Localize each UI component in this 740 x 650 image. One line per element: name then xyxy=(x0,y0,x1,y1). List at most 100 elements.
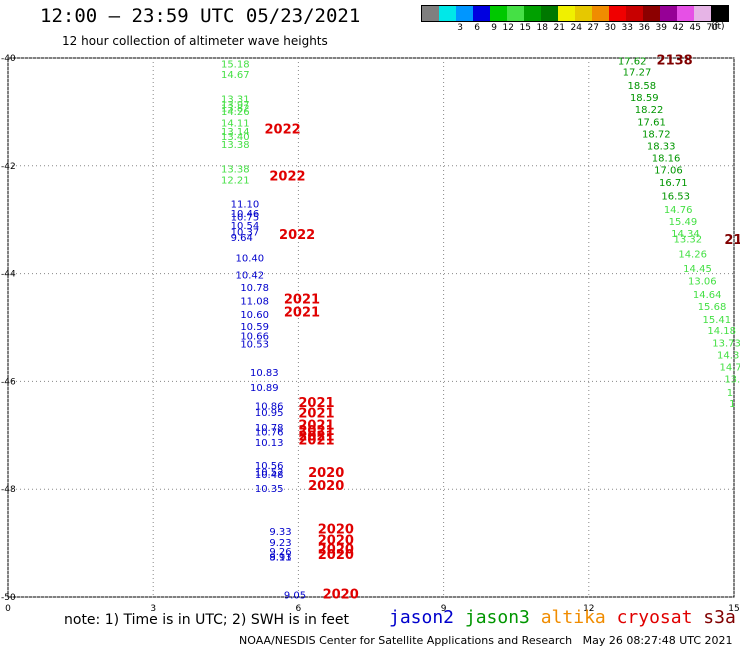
data-label: 14.26 xyxy=(678,250,707,261)
satellite-label: jason2 xyxy=(389,607,465,628)
legend-swatch xyxy=(422,6,439,21)
data-label: 17.61 xyxy=(637,118,666,129)
data-label: 10.42 xyxy=(235,271,264,282)
legend-swatch xyxy=(677,6,694,21)
data-label: 11.10 xyxy=(231,200,260,211)
legend-tick-label: 70 xyxy=(706,23,718,33)
data-label: 10.46 xyxy=(231,209,260,220)
legend-swatch xyxy=(711,6,728,21)
satellite-label: altika xyxy=(540,607,617,628)
data-label: 17.62 xyxy=(618,57,647,68)
data-label: 9.26 xyxy=(269,547,291,558)
y-tick-label: -40 xyxy=(1,54,16,64)
data-label: 14.45 xyxy=(683,264,712,275)
data-label: 10.53 xyxy=(240,340,269,351)
data-label: 10.60 xyxy=(240,310,269,321)
legend-swatch xyxy=(524,6,541,21)
data-label: 10.89 xyxy=(250,383,279,394)
chart-subtitle: 12 hour collection of altimeter wave hei… xyxy=(62,34,328,48)
data-label: 14.76 xyxy=(664,205,693,216)
legend-swatch xyxy=(456,6,473,21)
data-label: 14.67 xyxy=(221,70,250,81)
legend-tick-label: 21 xyxy=(553,23,565,33)
x-tick-label: 12 xyxy=(583,604,594,614)
satellite-label: s3a xyxy=(703,607,736,628)
data-label: 13. xyxy=(724,375,740,386)
credit-line: NOAA/NESDIS Center for Satellite Applica… xyxy=(239,634,733,647)
legend-swatch xyxy=(507,6,524,21)
data-label: 10.13 xyxy=(255,438,284,449)
data-label: 15.41 xyxy=(703,315,732,326)
data-label: 2022 xyxy=(269,170,305,185)
data-label: 2021 xyxy=(298,419,334,434)
legend-tick-label: 36 xyxy=(638,23,650,33)
data-label: 10.66 xyxy=(240,332,269,343)
legend-swatch xyxy=(541,6,558,21)
data-label: 10.75 xyxy=(231,212,260,223)
legend-swatch xyxy=(609,6,626,21)
data-label: 14.64 xyxy=(693,290,722,301)
data-label: 18.22 xyxy=(635,105,664,116)
data-label: 17.27 xyxy=(623,67,652,78)
data-label: 13.14 xyxy=(221,127,250,138)
legend-swatch xyxy=(575,6,592,21)
data-label: 14.7 xyxy=(719,362,740,373)
data-label: 2021 xyxy=(298,396,334,411)
data-label: 2020 xyxy=(318,523,354,538)
data-label: 2020 xyxy=(323,587,359,602)
legend-swatch xyxy=(626,6,643,21)
data-label: 1 xyxy=(727,388,733,399)
data-label: 10.52 xyxy=(255,467,284,478)
legend-tick-label: 39 xyxy=(655,23,667,33)
data-label: 9.64 xyxy=(231,233,253,244)
data-label: 10.35 xyxy=(255,484,284,495)
legend-tick-label: 6 xyxy=(474,23,480,33)
data-label: 18.59 xyxy=(630,93,659,104)
data-label: 2021 xyxy=(298,424,334,439)
data-label: 10.54 xyxy=(231,221,260,232)
data-label: 16.71 xyxy=(659,178,688,189)
data-label: 16.53 xyxy=(661,191,690,202)
legend-tick-label: 3 xyxy=(457,23,463,33)
data-label: 10.86 xyxy=(255,402,284,413)
y-tick-label: -50 xyxy=(1,593,16,603)
legend-swatch xyxy=(694,6,711,21)
data-label: 13.38 xyxy=(221,140,250,151)
data-label: 2021 xyxy=(284,305,320,320)
x-tick-label: 15 xyxy=(728,604,739,614)
legend-swatch xyxy=(643,6,660,21)
data-label: 13.31 xyxy=(221,94,250,105)
x-tick-label: 6 xyxy=(296,604,302,614)
data-label: 13.32 xyxy=(674,235,703,246)
satellite-legend: jason2 jason3 altika cryosat s3a xyxy=(389,607,736,628)
color-legend: 3 6 9 12 15 18 21 24 27 30 33 36 39 42 45 70 (ft) xyxy=(421,5,729,34)
legend-swatches xyxy=(421,5,729,22)
data-label: 2020 xyxy=(318,533,354,548)
data-label: 8.93 xyxy=(269,553,291,564)
data-label: 14.34 xyxy=(671,229,700,240)
legend-ticks: 3 6 9 12 15 18 21 24 27 30 33 36 39 42 45 70 xyxy=(421,22,729,34)
data-label: 13.38 xyxy=(221,164,250,175)
legend-tick-label: 18 xyxy=(536,23,548,33)
data-label: 2022 xyxy=(279,228,315,243)
data-label: 10.56 xyxy=(255,461,284,472)
legend-swatch xyxy=(473,6,490,21)
data-label: 2020 xyxy=(308,466,344,481)
satellite-label: cryosat xyxy=(616,607,704,628)
data-label: 10.37 xyxy=(231,228,260,239)
data-label: 1 xyxy=(729,399,735,410)
data-label: 11.08 xyxy=(240,297,269,308)
data-label: 10.95 xyxy=(255,408,284,419)
legend-swatch xyxy=(490,6,507,21)
data-label: 9.23 xyxy=(269,538,291,549)
data-label: 2022 xyxy=(265,123,301,138)
legend-tick-label: 42 xyxy=(672,23,684,33)
satellite-label: jason3 xyxy=(464,607,541,628)
legend-swatch xyxy=(558,6,575,21)
data-label: 14.26 xyxy=(221,107,250,118)
data-label: 17.06 xyxy=(654,166,683,177)
y-tick-label: -44 xyxy=(1,270,16,280)
data-label: 18.16 xyxy=(652,154,681,165)
legend-swatch xyxy=(660,6,677,21)
